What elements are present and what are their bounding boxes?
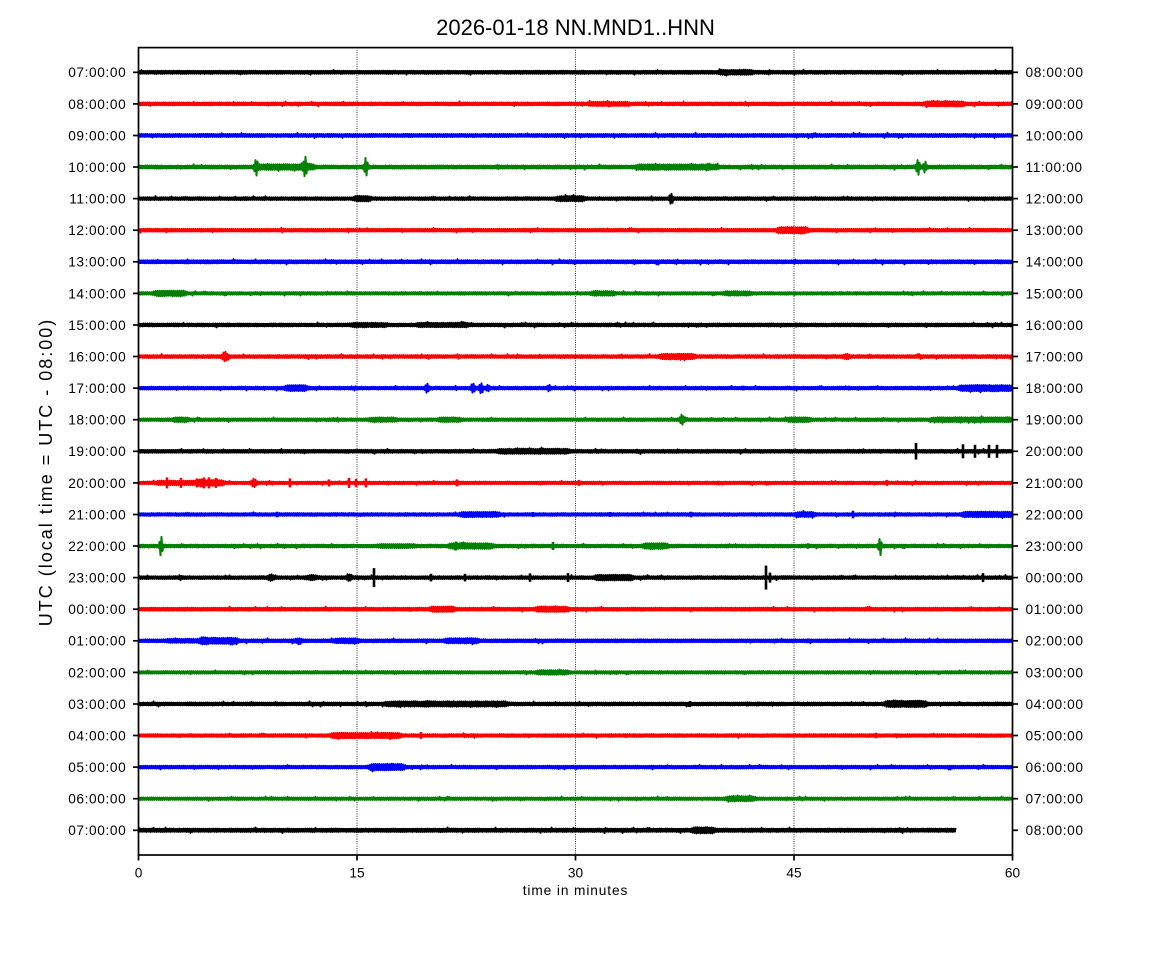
svg-text:20:00:00: 20:00:00 — [68, 476, 126, 491]
svg-text:20:00:00: 20:00:00 — [1026, 444, 1084, 459]
svg-text:00:00:00: 00:00:00 — [1026, 571, 1084, 586]
svg-text:10:00:00: 10:00:00 — [1026, 128, 1084, 143]
svg-text:time in minutes: time in minutes — [523, 883, 629, 898]
svg-text:16:00:00: 16:00:00 — [1026, 318, 1084, 333]
svg-text:14:00:00: 14:00:00 — [1026, 255, 1084, 270]
svg-text:13:00:00: 13:00:00 — [1026, 223, 1084, 238]
svg-text:07:00:00: 07:00:00 — [68, 65, 126, 80]
svg-text:02:00:00: 02:00:00 — [1026, 634, 1084, 649]
svg-text:18:00:00: 18:00:00 — [68, 413, 126, 428]
svg-text:07:00:00: 07:00:00 — [68, 823, 126, 838]
svg-text:45: 45 — [786, 865, 802, 880]
svg-text:19:00:00: 19:00:00 — [1026, 413, 1084, 428]
svg-text:11:00:00: 11:00:00 — [69, 192, 126, 207]
svg-text:16:00:00: 16:00:00 — [68, 349, 126, 364]
svg-text:09:00:00: 09:00:00 — [68, 128, 126, 143]
svg-text:17:00:00: 17:00:00 — [68, 381, 126, 396]
svg-text:05:00:00: 05:00:00 — [68, 760, 126, 775]
svg-text:60: 60 — [1005, 865, 1021, 880]
svg-text:18:00:00: 18:00:00 — [1026, 381, 1084, 396]
svg-text:02:00:00: 02:00:00 — [68, 665, 126, 680]
svg-text:11:00:00: 11:00:00 — [1026, 160, 1083, 175]
svg-text:10:00:00: 10:00:00 — [68, 160, 126, 175]
svg-text:23:00:00: 23:00:00 — [68, 571, 126, 586]
svg-text:0: 0 — [135, 865, 143, 880]
svg-text:15: 15 — [349, 865, 365, 880]
svg-text:22:00:00: 22:00:00 — [1026, 507, 1084, 522]
svg-text:04:00:00: 04:00:00 — [68, 728, 126, 743]
svg-text:13:00:00: 13:00:00 — [68, 255, 126, 270]
svg-text:17:00:00: 17:00:00 — [1026, 349, 1084, 364]
svg-text:03:00:00: 03:00:00 — [1026, 665, 1084, 680]
svg-text:06:00:00: 06:00:00 — [1026, 760, 1084, 775]
svg-text:15:00:00: 15:00:00 — [68, 318, 126, 333]
svg-text:01:00:00: 01:00:00 — [68, 634, 126, 649]
svg-text:UTC (local time = UTC - 08:00): UTC (local time = UTC - 08:00) — [36, 318, 56, 627]
svg-text:06:00:00: 06:00:00 — [68, 792, 126, 807]
svg-text:08:00:00: 08:00:00 — [68, 97, 126, 112]
svg-text:2026-01-18 NN.MND1..HNN: 2026-01-18 NN.MND1..HNN — [436, 15, 715, 40]
svg-text:09:00:00: 09:00:00 — [1026, 97, 1084, 112]
svg-text:04:00:00: 04:00:00 — [1026, 697, 1084, 712]
svg-text:08:00:00: 08:00:00 — [1026, 65, 1084, 80]
svg-text:01:00:00: 01:00:00 — [1026, 602, 1084, 617]
svg-text:00:00:00: 00:00:00 — [68, 602, 126, 617]
svg-text:15:00:00: 15:00:00 — [1026, 286, 1084, 301]
svg-text:07:00:00: 07:00:00 — [1026, 792, 1084, 807]
svg-text:12:00:00: 12:00:00 — [1026, 192, 1084, 207]
svg-text:21:00:00: 21:00:00 — [1026, 476, 1084, 491]
svg-text:23:00:00: 23:00:00 — [1026, 539, 1084, 554]
svg-text:05:00:00: 05:00:00 — [1026, 728, 1084, 743]
svg-text:08:00:00: 08:00:00 — [1026, 823, 1084, 838]
svg-text:21:00:00: 21:00:00 — [68, 507, 126, 522]
svg-text:12:00:00: 12:00:00 — [68, 223, 126, 238]
svg-text:22:00:00: 22:00:00 — [68, 539, 126, 554]
svg-text:03:00:00: 03:00:00 — [68, 697, 126, 712]
svg-text:30: 30 — [568, 865, 584, 880]
svg-text:19:00:00: 19:00:00 — [68, 444, 126, 459]
svg-text:14:00:00: 14:00:00 — [68, 286, 126, 301]
